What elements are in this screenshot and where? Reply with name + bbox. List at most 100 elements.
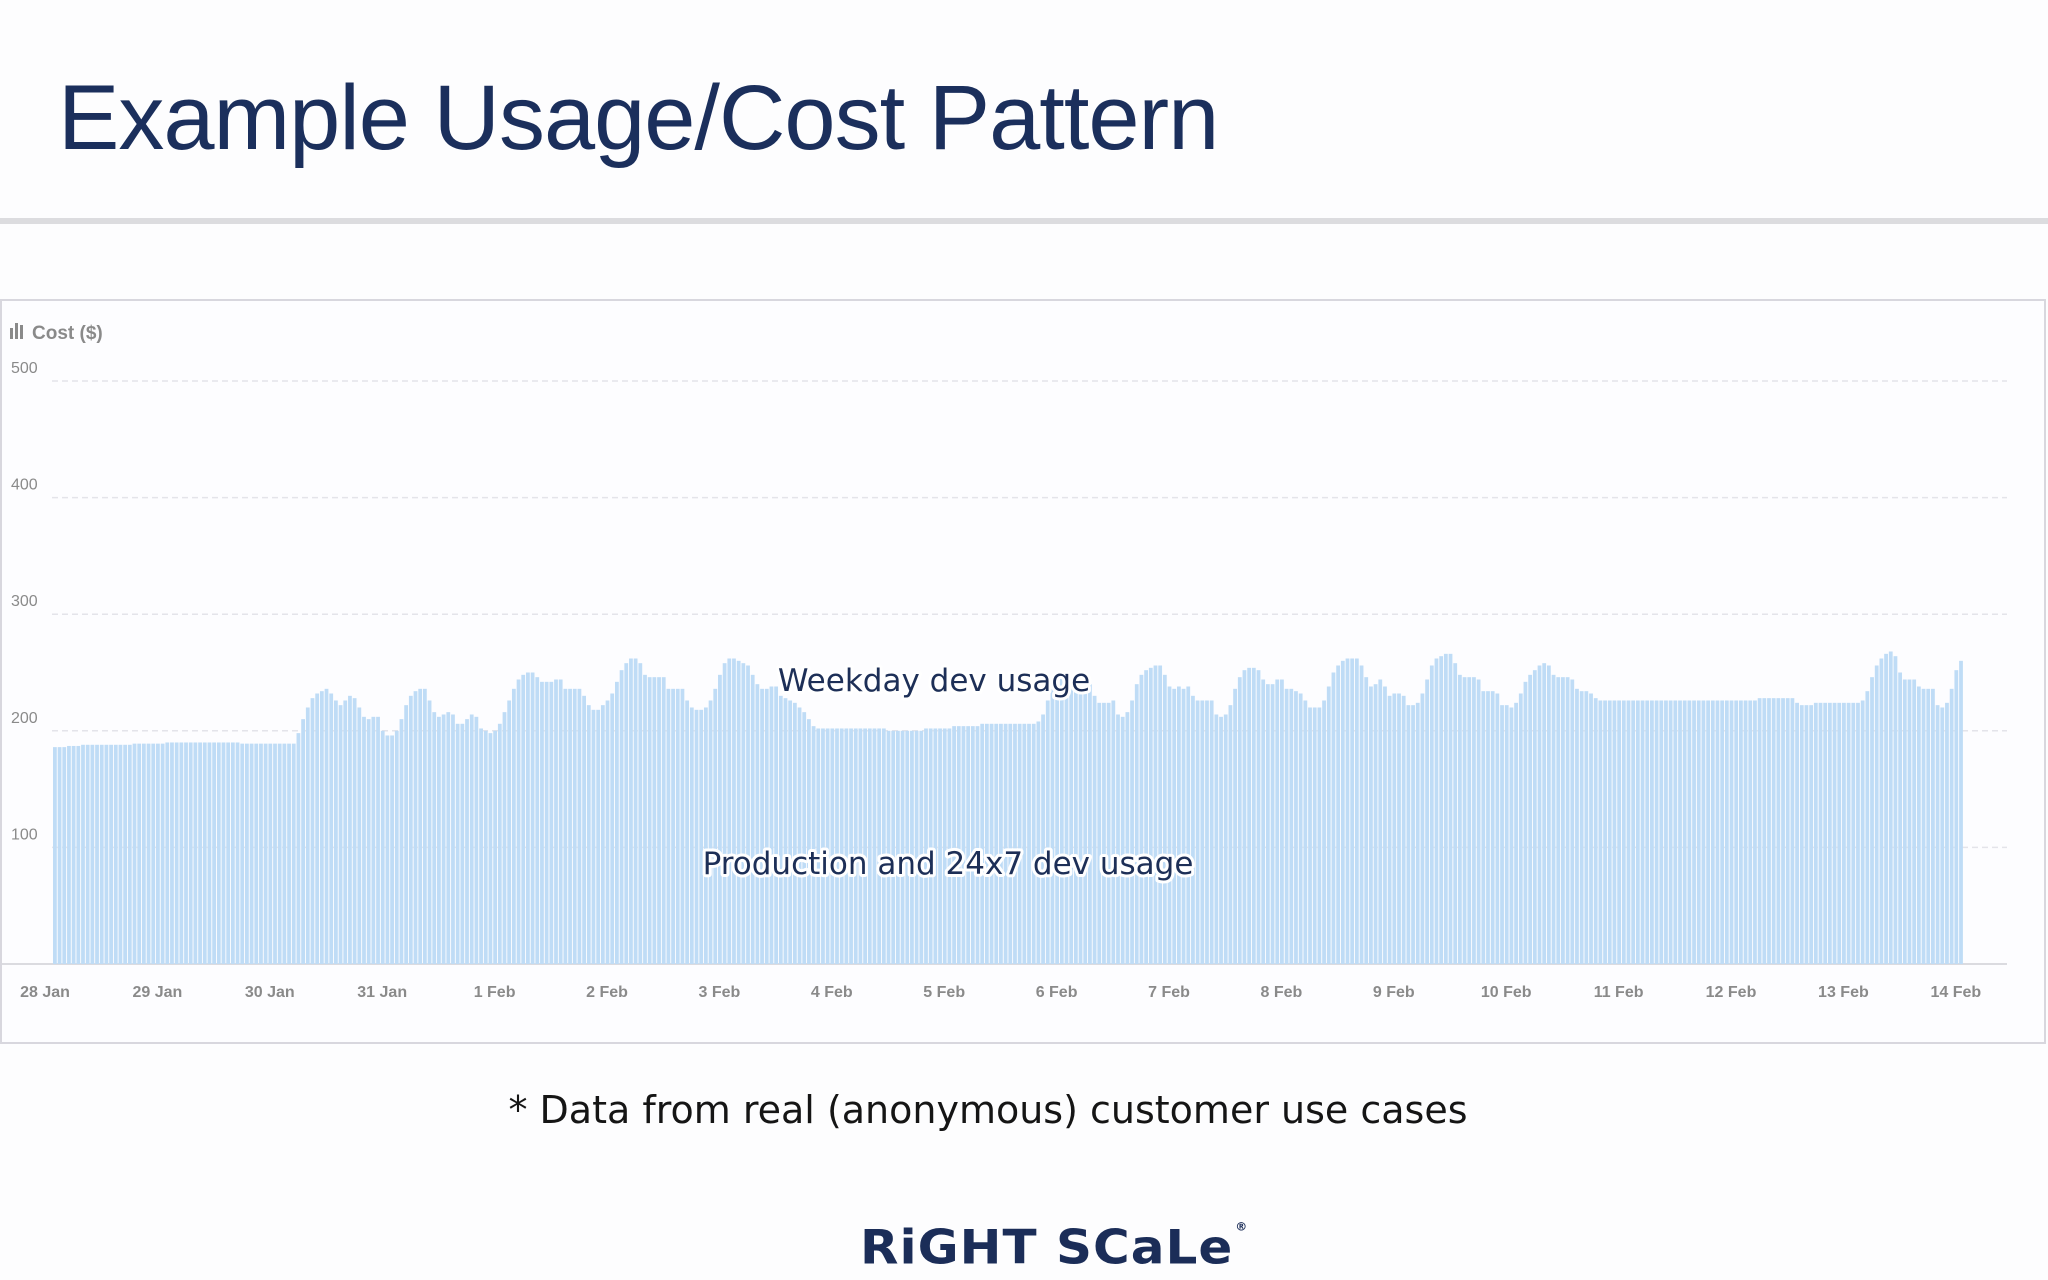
cost-bar [1842, 702, 1846, 964]
cost-bar [647, 677, 652, 964]
cost-bar [521, 674, 526, 964]
cost-bar [1767, 698, 1771, 964]
cost-bar [1443, 653, 1448, 964]
cost-bar [1851, 702, 1856, 964]
cost-bar [207, 742, 212, 964]
cost-bar [1265, 684, 1270, 964]
cost-bar [891, 730, 896, 964]
cost-bar [802, 712, 807, 964]
cost-bar [952, 726, 956, 964]
cost-bar [202, 742, 207, 964]
cost-bar [1420, 693, 1425, 964]
cost-bar [1486, 691, 1490, 964]
cost-bar [245, 743, 249, 964]
cost-bar [1031, 723, 1036, 964]
cost-bar [938, 728, 942, 964]
cost-bar [1837, 702, 1842, 964]
cost-bar [301, 719, 305, 964]
cost-bar [1753, 700, 1757, 964]
cost-bar [755, 684, 760, 964]
cost-bar [1429, 665, 1434, 964]
cost-bar [844, 728, 849, 964]
y-tick-label: 500 [11, 360, 38, 377]
cost-bar [1261, 679, 1266, 964]
cost-bar [1570, 679, 1575, 964]
cost-bar [582, 695, 586, 964]
slide-title: Example Usage/Cost Pattern [58, 67, 1219, 169]
cost-bar [610, 693, 615, 964]
cost-bar [324, 688, 329, 964]
cost-bar [746, 665, 750, 964]
cost-bar [268, 743, 273, 964]
cost-bar [1364, 677, 1369, 964]
cost-bar [1579, 691, 1584, 964]
cost-bar [81, 744, 85, 964]
cost-bar [357, 707, 362, 964]
cost-bar [638, 663, 643, 964]
cost-bar [1504, 705, 1509, 964]
cost-bar [1518, 693, 1523, 964]
cost-bar [1584, 691, 1589, 964]
cost-bar [629, 658, 633, 964]
cost-bar [1575, 688, 1579, 964]
cost-bar [1111, 700, 1116, 964]
cost-bar [858, 728, 863, 964]
cost-bar [1748, 700, 1753, 964]
cost-bar [1059, 672, 1064, 964]
cost-bar [1870, 677, 1874, 964]
cost-bar [427, 700, 432, 964]
cost-bar [1284, 688, 1289, 964]
x-tick-label: 13 Feb [1818, 984, 1869, 1001]
cost-bar [188, 742, 193, 964]
cost-bar [1561, 677, 1565, 964]
cost-bar [596, 709, 601, 964]
cost-bar [1383, 686, 1387, 964]
cost-bar [230, 742, 235, 964]
cost-bar [1326, 686, 1331, 964]
cost-bar [760, 688, 764, 964]
cost-bar [984, 723, 989, 964]
x-axis-ticks: 28 Jan 29 Jan 30 Jan 31 Jan 1 Feb 2 Feb 3 Feb 4… [20, 984, 1981, 1001]
cost-bar [671, 688, 675, 964]
cost-bar [1954, 670, 1959, 964]
cost-bar [1879, 658, 1884, 964]
cost-bar [334, 700, 338, 964]
cost-bar [287, 743, 291, 964]
cost-bar [1701, 700, 1706, 964]
cost-bar [722, 663, 727, 964]
cost-bar [437, 716, 441, 964]
cost-bar [53, 747, 57, 964]
cost-bar [1921, 688, 1926, 964]
cost-bar [1401, 695, 1406, 964]
cost-bar [1467, 677, 1472, 964]
cost-bar [1818, 702, 1823, 964]
cost-bar [1340, 660, 1345, 964]
cost-bar [1439, 656, 1444, 964]
cost-bar [666, 688, 671, 964]
cost-bar [1823, 702, 1828, 964]
cost-bar [1462, 677, 1467, 964]
cost-bar [900, 730, 905, 964]
cost-bar [1476, 679, 1481, 964]
chart-title-group: Cost ($) [10, 323, 103, 344]
cost-bar [315, 693, 320, 964]
cost-bar [694, 709, 699, 964]
cost-bar [376, 716, 380, 964]
cost-bar [1790, 698, 1795, 964]
cost-bar [1120, 716, 1125, 964]
cost-bar [385, 735, 390, 964]
cost-bar [1336, 665, 1341, 964]
cost-bar [1294, 691, 1298, 964]
cost-bar [1888, 651, 1893, 964]
cost-bar [1528, 674, 1533, 964]
cost-bar [441, 714, 446, 964]
cost-bar [1593, 698, 1598, 964]
annotation-production-usage: Production and 24x7 dev usage [703, 846, 1194, 882]
cost-bar [914, 730, 919, 964]
x-tick-label: 10 Feb [1481, 984, 1532, 1001]
cost-bar [216, 742, 221, 964]
cost-bar [507, 700, 512, 964]
cost-bar [160, 743, 165, 964]
cost-bar [249, 743, 254, 964]
cost-bar [1589, 693, 1593, 964]
